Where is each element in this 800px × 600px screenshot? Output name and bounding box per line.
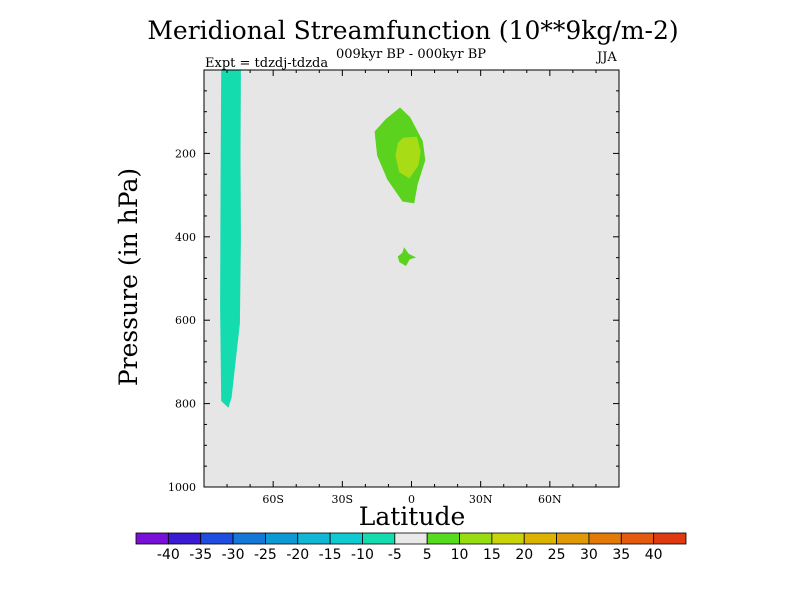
colorbar-swatch [620,532,655,545]
colorbar-swatch [459,532,493,545]
colorbar-swatch [523,532,557,545]
colorbar-label: -35 [189,547,212,563]
positive-core-upper [395,136,421,179]
colorbar-label: -20 [286,547,309,563]
x-tick-label: 0 [408,493,415,506]
colorbar-swatch [232,532,266,545]
colorbar-swatch [329,532,363,545]
chart-title: Meridional Streamfunction (10**9kg/m-2) [147,16,679,45]
y-tick-label: 600 [175,314,196,327]
colorbar-swatch [588,532,622,545]
plot-area [203,69,620,488]
colorbar-label: -40 [157,547,180,563]
y-axis: 200 400 600 800 1000 [168,69,619,494]
y-axis-title: Pressure (in hPa) [114,168,143,386]
colorbar-label: 20 [515,547,533,563]
colorbar-swatch [394,532,428,545]
colorbar-swatch [653,532,687,545]
colorbar-label: 10 [451,547,469,563]
y-tick-label: 800 [175,398,196,411]
x-tick-label: 30N [469,493,493,506]
colorbar-label: 30 [580,547,598,563]
x-axis: 60S 30S 0 30N 60N [203,70,620,506]
chart-subtitle: 009kyr BP - 000kyr BP [335,47,487,62]
x-tick-label: 60S [262,493,284,506]
colorbar-label: 5 [423,547,432,563]
colorbar-swatch [556,532,590,545]
colorbar-swatch [265,532,299,545]
x-tick-label: 60N [538,493,562,506]
y-tick-label: 1000 [168,481,196,494]
x-tick-label: 30S [332,493,354,506]
colorbar-swatch [362,532,396,545]
colorbar-label: -15 [319,547,342,563]
season-label: JJA [597,50,617,65]
colorbar-swatch [426,532,460,545]
colorbar-swatch [167,532,202,545]
colorbar-label: -5 [388,547,402,563]
colorbar-label: 25 [548,547,566,563]
colorbar-swatch [297,532,331,545]
colorbar-label: -25 [254,547,277,563]
colorbar-label: 35 [612,547,630,563]
positive-cell-mid [397,247,417,266]
colorbar-label: -30 [222,547,245,563]
x-axis-title: Latitude [359,502,466,531]
colorbar: -40 -35 -30 -25 -20 -15 -10 -5 5 10 15 20 25 30 35 40 [135,532,687,563]
colorbar-label: 15 [483,547,501,563]
colorbar-swatch [491,532,525,545]
negative-cell-southern [220,70,241,408]
colorbar-label: -10 [351,547,374,563]
experiment-label: Expt = tdzdj-tdzda [205,56,329,71]
colorbar-swatch [200,532,234,545]
colorbar-label: 40 [645,547,663,563]
y-tick-label: 200 [175,147,196,160]
colorbar-swatch [135,532,169,545]
y-tick-label: 400 [175,231,196,244]
